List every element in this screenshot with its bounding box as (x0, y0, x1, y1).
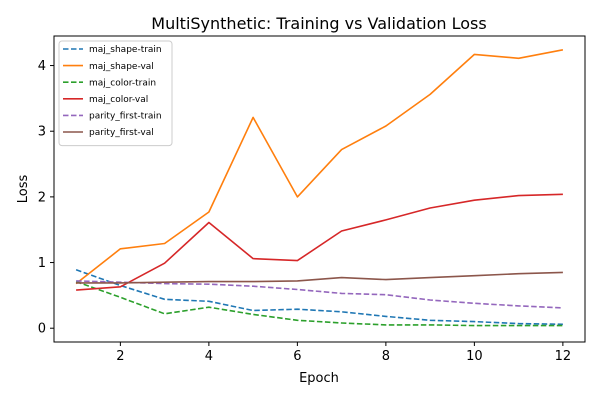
x-tick-label: 4 (205, 349, 213, 364)
legend-label: maj_shape-train (89, 45, 162, 55)
x-tick-label: 10 (466, 349, 483, 364)
chart-title: MultiSynthetic: Training vs Validation L… (151, 14, 486, 33)
x-tick-label: 12 (555, 349, 572, 364)
x-tick-label: 6 (293, 349, 301, 364)
series-line-parity_first-train (76, 280, 563, 309)
legend-label: maj_color-train (89, 78, 156, 88)
legend-label: parity_first-train (89, 112, 162, 122)
y-axis-label: Loss (16, 175, 31, 204)
plot-area (75, 49, 564, 327)
series-line-maj_color-val (76, 193, 563, 291)
series-line-maj_shape-val (75, 49, 564, 285)
x-axis: 2 4 6 8 10 12 (116, 342, 571, 364)
legend-label: parity_first-val (89, 128, 154, 138)
y-tick-label: 2 (38, 190, 46, 205)
legend: maj_shape-train maj_shape-val maj_color-tr… (58, 40, 173, 147)
x-axis-label: Epoch (299, 371, 339, 386)
y-tick-label: 3 (38, 125, 46, 140)
y-tick-label: 0 (38, 322, 46, 337)
plot-frame (53, 35, 586, 343)
y-axis: 0 1 2 3 4 (38, 59, 54, 337)
series-line-parity_first-val (76, 271, 563, 284)
series-line-maj_color-train (75, 280, 563, 327)
legend-box (58, 40, 173, 147)
legend-label: maj_color-val (89, 95, 148, 105)
series-line-maj_shape-train (75, 269, 563, 326)
x-tick-label: 2 (116, 349, 124, 364)
y-tick-label: 1 (38, 256, 46, 271)
legend-label: maj_shape-val (89, 62, 154, 72)
x-tick-label: 8 (382, 349, 390, 364)
y-tick-label: 4 (38, 59, 46, 74)
